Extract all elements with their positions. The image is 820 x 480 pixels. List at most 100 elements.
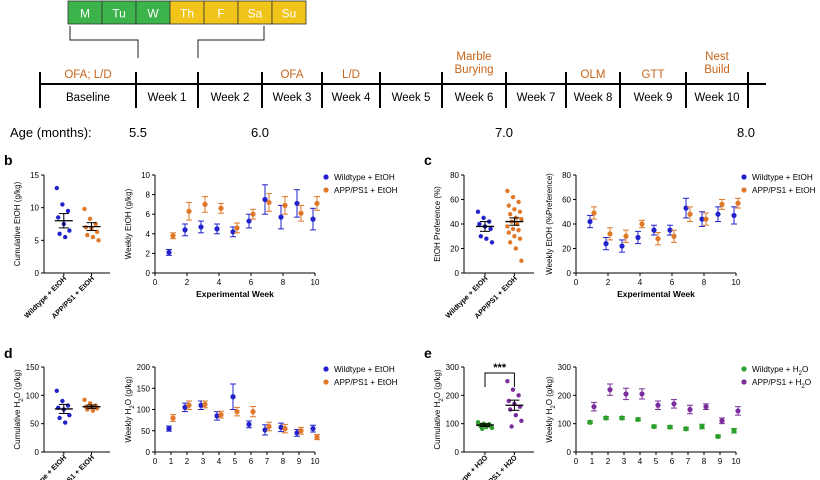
y-tick-label: 40 (562, 220, 571, 229)
period-label: Baseline (66, 92, 110, 104)
series-1 (170, 400, 320, 441)
data-point (90, 234, 96, 240)
y-tick-label: 60 (450, 196, 459, 205)
panel-letter-c: c (424, 152, 432, 168)
data-point (655, 236, 661, 242)
data-point (96, 238, 101, 243)
data-point (67, 412, 72, 418)
y-tick-label: 10 (30, 204, 39, 213)
x-tick-label: 6 (670, 278, 675, 287)
period-label: Week 7 (517, 92, 556, 104)
data-point (234, 409, 240, 415)
day-label: F (217, 7, 224, 21)
data-point (186, 208, 192, 214)
x-tick-label: 7 (265, 457, 270, 466)
series-1 (591, 197, 741, 246)
data-point (671, 233, 677, 239)
test-label: Build (704, 64, 730, 76)
data-point (198, 402, 204, 408)
legend-marker (741, 379, 747, 385)
y-tick-label: 300 (446, 363, 460, 372)
data-point (262, 427, 268, 433)
data-point (512, 234, 517, 239)
data-point (298, 210, 304, 216)
x-tick-label: 3 (622, 457, 627, 466)
data-point (508, 212, 513, 217)
data-point (735, 200, 741, 206)
data-point (731, 212, 737, 219)
data-point (513, 412, 518, 418)
data-point (510, 387, 516, 392)
data-point (506, 398, 511, 404)
data-point (635, 416, 641, 423)
data-point (699, 423, 705, 430)
data-point (703, 216, 709, 222)
x-tick-label: 8 (281, 457, 286, 466)
x-axis-label: Experimental Week (617, 289, 695, 299)
x-tick-label: 1 (169, 457, 174, 466)
data-point (687, 211, 693, 217)
x-axis-label: Experimental Week (196, 289, 274, 299)
data-point (266, 199, 272, 206)
data-point (651, 227, 657, 233)
legend-marker (323, 174, 329, 180)
timeline: Baseline Week 1 Week 2 Week 3 Week 4 Week 5 We… (39, 51, 766, 108)
data-point (234, 225, 240, 231)
data-point (639, 221, 645, 227)
x-tick-label: 5 (654, 457, 659, 466)
data-point (587, 218, 593, 225)
series-0 (587, 197, 737, 253)
data-point (517, 236, 523, 241)
bracket-water-days (197, 26, 265, 58)
day-label: W (147, 7, 159, 21)
legend-label: Wildtype + EtOH (752, 173, 813, 182)
y-tick-label: 100 (137, 406, 151, 415)
data-point (699, 216, 705, 222)
data-point (218, 412, 224, 418)
day-brackets (69, 26, 265, 58)
data-point (246, 421, 252, 427)
chart-panel-d-weekly: 0 50 100 150 200 0 1 2 3 4 5 6 7 8 9 10 Weekly H2O (g/kg… (124, 363, 398, 466)
data-point (484, 236, 489, 241)
legend-label: APP/PS1 + EtOH (334, 378, 398, 387)
data-point (198, 224, 204, 230)
period-label: Week 5 (392, 92, 431, 104)
data-point (603, 241, 609, 247)
x-tick-label: 3 (201, 457, 206, 466)
data-point (715, 211, 721, 217)
data-point (310, 426, 316, 432)
test-label: OFA; L/D (64, 69, 111, 81)
data-point (623, 391, 629, 397)
significance-bracket (484, 372, 515, 387)
y-tick-label: 200 (137, 363, 151, 372)
data-point (489, 240, 495, 245)
y-tick-label: 50 (30, 420, 39, 429)
data-point (57, 415, 62, 421)
y-axis-label: Weekly EtOH (g/kg) (124, 188, 133, 259)
x-category-label: Wildtype + EtOH (22, 453, 68, 480)
data-point (505, 188, 510, 194)
series-0 (166, 383, 316, 437)
series-1 (170, 193, 320, 240)
day-label: Tu (112, 7, 126, 21)
day-box-tu: Tu (101, 0, 137, 25)
data-point (170, 415, 176, 421)
test-label: L/D (342, 69, 360, 81)
data-point (202, 201, 208, 207)
data-point (607, 387, 613, 393)
x-tick-label: 9 (297, 457, 302, 466)
x-tick-label: 4 (217, 278, 222, 287)
data-point (166, 249, 172, 256)
period-label: Week 6 (455, 92, 494, 104)
age-value: 6.0 (251, 125, 269, 140)
data-point (735, 408, 741, 414)
period-label: Week 2 (211, 92, 250, 104)
x-tick-label: 1 (590, 457, 595, 466)
data-point (512, 207, 517, 212)
y-tick-label: 20 (450, 245, 459, 254)
y-tick-label: 0 (35, 448, 40, 457)
day-box-su: Su (271, 0, 307, 25)
y-tick-label: 0 (567, 269, 572, 278)
data-point (671, 401, 677, 407)
